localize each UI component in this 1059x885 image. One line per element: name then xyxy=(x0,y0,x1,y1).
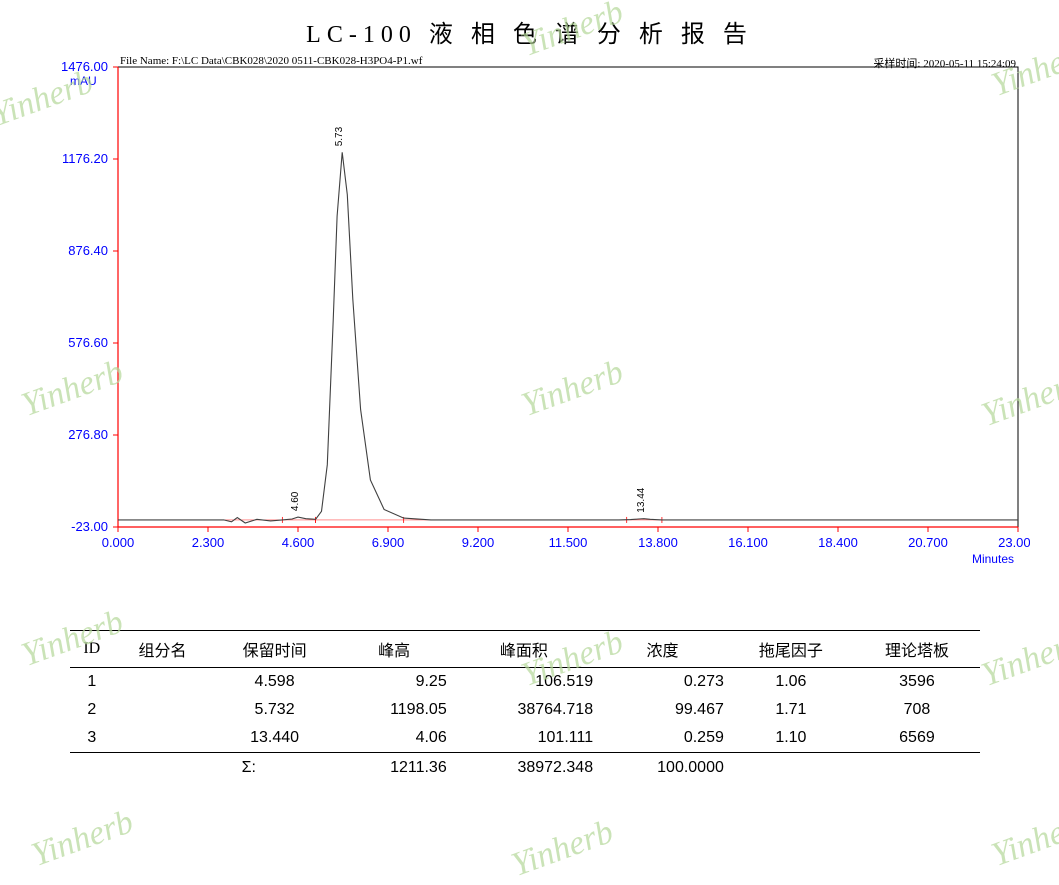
svg-text:23.000: 23.000 xyxy=(998,535,1030,550)
svg-text:13.800: 13.800 xyxy=(638,535,678,550)
svg-text:876.40: 876.40 xyxy=(68,243,108,258)
watermark: Yinherb xyxy=(507,813,619,885)
svg-text:-23.00: -23.00 xyxy=(71,519,108,534)
table-row: 14.5989.25106.5190.2731.063596 xyxy=(70,668,980,697)
watermark: Yinherb xyxy=(987,803,1059,875)
svg-text:1176.20: 1176.20 xyxy=(62,151,108,166)
peak-table: ID组分名保留时间峰高峰面积浓度拖尾因子理论塔板14.5989.25106.51… xyxy=(70,630,980,782)
svg-text:4.60: 4.60 xyxy=(290,491,301,511)
sample-time-label: 采样时间: 2020-05-11 15:24:09 xyxy=(873,55,1016,71)
table-row: 313.4404.06101.1110.2591.106569 xyxy=(70,724,980,753)
watermark: Yinherb xyxy=(27,803,139,875)
svg-text:Minutes: Minutes xyxy=(972,552,1014,566)
table-header: ID xyxy=(70,631,114,668)
svg-text:6.900: 6.900 xyxy=(372,535,405,550)
svg-text:13.44: 13.44 xyxy=(636,487,647,512)
svg-text:11.500: 11.500 xyxy=(549,535,588,550)
svg-text:20.700: 20.700 xyxy=(908,535,948,550)
svg-text:276.80: 276.80 xyxy=(68,427,108,442)
peak-data-table: ID组分名保留时间峰高峰面积浓度拖尾因子理论塔板14.5989.25106.51… xyxy=(70,630,980,782)
table-row: 25.7321198.0538764.71899.4671.71708 xyxy=(70,696,980,724)
svg-text:1476.00: 1476.00 xyxy=(61,59,108,74)
chromatogram-chart: File Name: F:\LC Data\CBK028\2020 0511-C… xyxy=(30,55,1030,585)
table-header: 浓度 xyxy=(597,631,728,668)
table-header: 保留时间 xyxy=(212,631,338,668)
svg-text:4.600: 4.600 xyxy=(282,535,315,550)
file-name-label: File Name: F:\LC Data\CBK028\2020 0511-C… xyxy=(120,55,422,67)
table-header: 峰面积 xyxy=(451,631,597,668)
svg-text:9.200: 9.200 xyxy=(462,535,495,550)
svg-text:2.300: 2.300 xyxy=(192,535,225,550)
svg-text:18.400: 18.400 xyxy=(818,535,858,550)
svg-text:mAU: mAU xyxy=(70,74,97,88)
svg-text:576.60: 576.60 xyxy=(68,335,108,350)
table-header: 拖尾因子 xyxy=(728,631,854,668)
table-header: 理论塔板 xyxy=(854,631,980,668)
chromatogram-svg: -23.00 276.80 576.60 876.40 1176.20 1476.00mA… xyxy=(30,55,1030,585)
table-header: 组分名 xyxy=(114,631,212,668)
table-header: 峰高 xyxy=(338,631,451,668)
svg-text:5.73: 5.73 xyxy=(334,126,345,146)
report-title: LC-100 液 相 色 谱 分 析 报 告 xyxy=(0,0,1059,49)
svg-text:16.100: 16.100 xyxy=(728,535,768,550)
table-sum-row: Σ:1211.3638972.348100.0000 xyxy=(70,753,980,783)
watermark: Yinherb xyxy=(977,623,1059,695)
svg-text:0.000: 0.000 xyxy=(102,535,135,550)
